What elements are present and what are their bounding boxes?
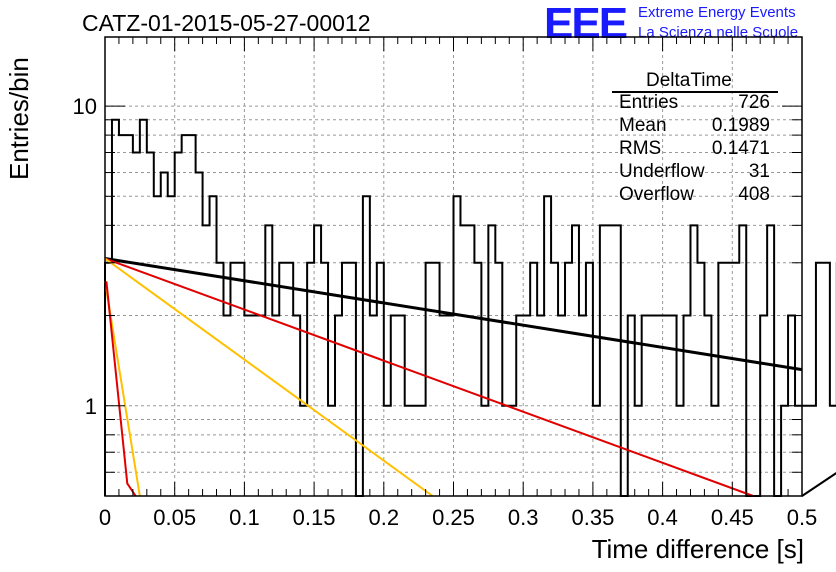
x-tick-label: 0.3 [508,505,539,530]
x-tick-label: 0.2 [369,505,400,530]
x-tick-label: 0.45 [711,505,754,530]
stats-row-label: Overflow [619,184,694,205]
fit-curve-0 [104,257,803,372]
stats-row-label: Mean [619,115,667,136]
x-tick-label: 0.4 [647,505,678,530]
stats-row-value: 31 [748,161,770,182]
x-tick-label: 0 [99,505,111,530]
stats-row-label: RMS [619,138,662,159]
fit-curve-2 [104,257,434,497]
y-tick-label: 10 [73,94,97,119]
stats-box-underline [612,91,778,93]
chart-title: CATZ-01-2015-05-27-00012 [82,10,371,36]
stats-row-value: 408 [738,184,770,205]
x-tick-label: 0.1 [229,505,260,530]
stats-box-name: DeltaTime [646,70,732,91]
x-tick-label: 0.05 [153,505,196,530]
x-tick-label: 0.25 [432,505,475,530]
stats-row-label: Underflow [619,161,705,182]
histogram-steps [104,118,836,497]
x-axis-label: Time difference [s] [591,534,804,564]
eee-logo: EEE [544,0,628,48]
x-tick-label: 0.35 [571,505,614,530]
stats-row-value: 0.1989 [711,115,770,136]
stats-row-value: 0.1471 [711,138,770,159]
y-tick-label: 1 [85,394,97,419]
fit-curve-1 [104,257,754,497]
stats-row-value: 726 [738,92,770,113]
stats-row-label: Entries [619,92,679,113]
x-tick-label: 0.5 [787,505,818,530]
logo-subtitle-line1: Extreme Energy Events [638,4,796,21]
x-tick-label: 0.15 [293,505,336,530]
